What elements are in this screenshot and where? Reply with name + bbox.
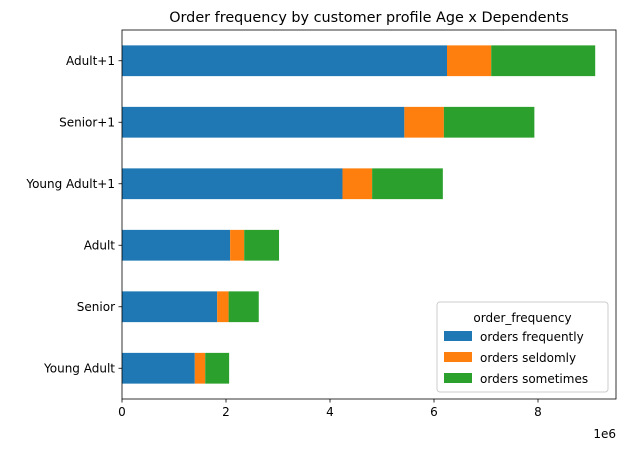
legend-swatch — [444, 352, 472, 362]
y-axis-ticks: Adult+1 Senior+1 Young Adult+1 Adult Senior… — [25, 54, 122, 375]
bar-segment — [228, 291, 259, 323]
legend-title: order_frequency — [473, 311, 571, 325]
bar-segment — [122, 291, 218, 323]
legend-label: orders sometimes — [480, 372, 588, 386]
x-tick-label: 2 — [222, 405, 230, 419]
y-tick-label: Senior — [77, 300, 115, 314]
bar-segment — [372, 168, 443, 200]
bar-segment — [122, 106, 405, 138]
legend-swatch — [444, 331, 472, 341]
bars-group — [122, 45, 596, 384]
x-tick-label: 6 — [430, 405, 438, 419]
bar-segment — [122, 168, 343, 200]
x-tick-label: 4 — [326, 405, 334, 419]
bar-segment — [122, 352, 195, 384]
bar-segment — [122, 229, 231, 261]
bar-segment — [194, 352, 206, 384]
bar-segment — [443, 106, 535, 138]
bar-segment — [342, 168, 373, 200]
legend-swatch — [444, 373, 472, 383]
bar-segment — [447, 45, 492, 77]
bar-segment — [491, 45, 596, 77]
legend-label: orders seldomly — [480, 351, 576, 365]
plot-frame — [121, 29, 617, 400]
y-tick-label: Young Adult — [43, 361, 115, 375]
bar-segment — [244, 229, 280, 261]
x-tick-label: 0 — [118, 405, 126, 419]
legend-label: orders frequently — [480, 330, 584, 344]
legend-box — [436, 301, 609, 393]
y-tick-label: Adult — [84, 238, 116, 252]
bar-segment — [205, 352, 230, 384]
bar-segment — [404, 106, 444, 138]
bar-segment — [230, 229, 245, 261]
chart-title: Order frequency by customer profile Age … — [169, 10, 569, 26]
x-offset-label: 1e6 — [593, 427, 616, 441]
y-tick-label: Senior+1 — [59, 115, 115, 129]
y-tick-label: Adult+1 — [66, 54, 115, 68]
x-axis-ticks: 0 2 4 6 8 — [118, 399, 542, 419]
bar-segment — [217, 291, 229, 323]
x-tick-label: 8 — [534, 405, 542, 419]
bar-segment — [122, 45, 447, 77]
y-tick-label: Young Adult+1 — [25, 177, 115, 191]
